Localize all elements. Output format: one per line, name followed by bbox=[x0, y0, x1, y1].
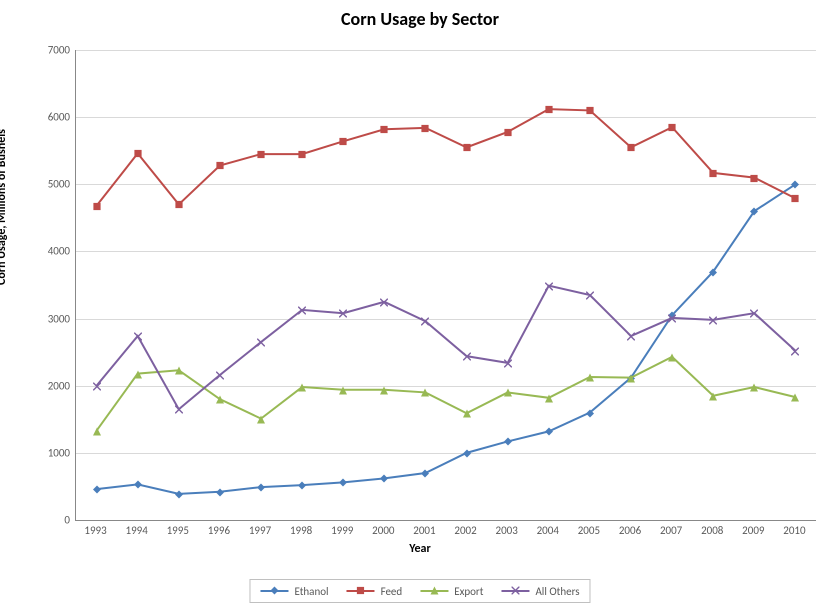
y-tick-label: 2000 bbox=[10, 379, 70, 392]
x-tick-label: 2003 bbox=[487, 524, 527, 537]
legend-label: Ethanol bbox=[294, 585, 328, 598]
y-tick-label: 0 bbox=[10, 514, 70, 527]
data-point-marker bbox=[298, 300, 306, 319]
y-tick-label: 5000 bbox=[10, 178, 70, 191]
x-tick-label: 2010 bbox=[774, 524, 814, 537]
x-axis-label: Year bbox=[0, 542, 840, 556]
legend-label: All Others bbox=[535, 585, 579, 598]
legend-item: All Others bbox=[501, 584, 579, 598]
data-point-marker bbox=[257, 333, 265, 352]
x-tick-label: 1994 bbox=[117, 524, 157, 537]
x-tick-label: 2005 bbox=[569, 524, 609, 537]
x-tick-label: 1996 bbox=[199, 524, 239, 537]
x-tick-label: 2006 bbox=[610, 524, 650, 537]
legend-swatch bbox=[420, 584, 448, 598]
legend-item: Export bbox=[420, 584, 483, 598]
y-tick-label: 7000 bbox=[10, 44, 70, 57]
data-point-marker bbox=[463, 347, 471, 366]
data-point-marker bbox=[627, 327, 635, 346]
data-point-marker bbox=[709, 310, 717, 329]
data-point-marker bbox=[668, 308, 676, 327]
series-line bbox=[76, 50, 816, 520]
y-tick-label: 6000 bbox=[10, 111, 70, 124]
x-tick-label: 2002 bbox=[446, 524, 486, 537]
data-point-marker bbox=[586, 286, 594, 305]
data-point-marker bbox=[545, 276, 553, 295]
data-point-marker bbox=[504, 353, 512, 372]
x-tick-label: 2000 bbox=[363, 524, 403, 537]
x-tick-label: 2009 bbox=[733, 524, 773, 537]
diamond-icon bbox=[270, 585, 278, 598]
data-point-marker bbox=[175, 400, 183, 419]
data-point-marker bbox=[421, 312, 429, 331]
data-point-marker bbox=[380, 292, 388, 311]
data-point-marker bbox=[216, 365, 224, 384]
plot-area bbox=[75, 50, 816, 521]
chart-container: Corn Usage by Sector Corn Usage, Million… bbox=[0, 0, 840, 609]
x-icon bbox=[511, 585, 519, 598]
x-tick-label: 1995 bbox=[158, 524, 198, 537]
x-tick-label: 1998 bbox=[281, 524, 321, 537]
legend: Ethanol Feed Export All Others bbox=[249, 579, 590, 603]
x-tick-label: 1993 bbox=[76, 524, 116, 537]
legend-label: Feed bbox=[381, 585, 403, 598]
legend-swatch bbox=[260, 584, 288, 598]
legend-item: Ethanol bbox=[260, 584, 328, 598]
y-tick-label: 4000 bbox=[10, 245, 70, 258]
legend-item: Feed bbox=[347, 584, 403, 598]
data-point-marker bbox=[134, 327, 142, 346]
chart-title: Corn Usage by Sector bbox=[0, 8, 840, 30]
data-point-marker bbox=[791, 341, 799, 360]
data-point-marker bbox=[750, 304, 758, 323]
y-tick-label: 3000 bbox=[10, 312, 70, 325]
y-tick-label: 1000 bbox=[10, 446, 70, 459]
y-axis-label: Corn Usage, Millions of Bushels bbox=[0, 129, 9, 285]
data-point-marker bbox=[93, 376, 101, 395]
x-tick-label: 2008 bbox=[692, 524, 732, 537]
data-point-marker bbox=[339, 304, 347, 323]
legend-swatch bbox=[347, 584, 375, 598]
x-tick-label: 2001 bbox=[404, 524, 444, 537]
x-tick-label: 2007 bbox=[651, 524, 691, 537]
legend-label: Export bbox=[454, 585, 483, 598]
square-icon bbox=[357, 585, 365, 598]
x-tick-label: 1999 bbox=[322, 524, 362, 537]
x-tick-label: 2004 bbox=[528, 524, 568, 537]
legend-swatch bbox=[501, 584, 529, 598]
triangle-icon bbox=[430, 585, 438, 598]
x-tick-label: 1997 bbox=[240, 524, 280, 537]
